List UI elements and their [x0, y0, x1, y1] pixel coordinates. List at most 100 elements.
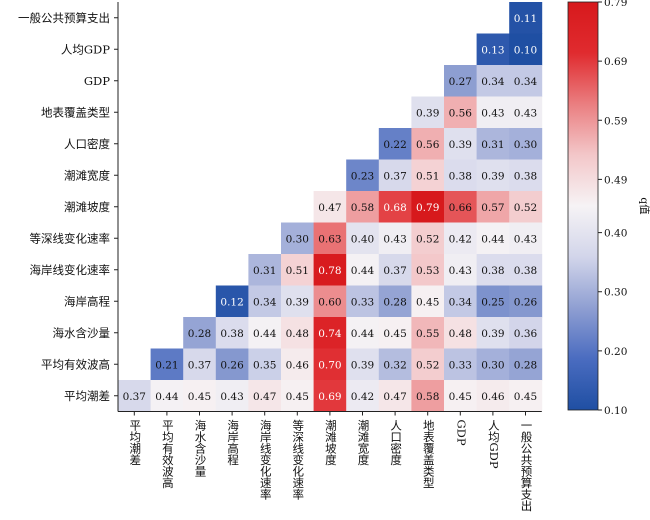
heatmap-cell: [346, 222, 380, 255]
heatmap-cell: [444, 159, 477, 192]
x-tick-label: 海水含沙量: [194, 419, 208, 477]
cell-value-label: 0.58: [416, 391, 439, 403]
x-tick-label: GDP: [454, 420, 468, 446]
heatmap-cell: [476, 317, 510, 349]
heatmap-cell: [313, 254, 347, 286]
cell-value-label: 0.28: [514, 359, 537, 371]
heatmap-cell: [476, 128, 510, 160]
heatmap-cell: [509, 222, 543, 255]
heatmap-cell: [509, 33, 543, 66]
heatmap-cell: [346, 159, 380, 192]
heatmap-cell: [476, 96, 510, 129]
heatmap-cell: [215, 285, 249, 318]
heatmap-cell: [509, 2, 543, 34]
heatmap-axes: 一般公共预算支出人均GDPGDP地表覆盖类型人口密度潮滩宽度潮滩坡度等深线变化速…: [18, 2, 542, 512]
heatmap-cell: [183, 348, 217, 381]
cell-value-label: 0.63: [318, 233, 341, 245]
colorbar-tick-label: 0.30: [604, 287, 627, 299]
colorbar-tick-label: 0.49: [604, 174, 627, 186]
cell-value-label: 0.38: [449, 170, 472, 182]
cell-value-label: 0.44: [253, 328, 277, 340]
y-tick-label: 平均潮差: [64, 389, 110, 403]
heatmap-cell: [378, 348, 412, 381]
cell-value-label: 0.52: [514, 202, 537, 214]
heatmap-cell: [509, 317, 543, 349]
heatmap-cell: [509, 96, 543, 129]
heatmap-cell: [411, 159, 445, 192]
heatmap-cell: [444, 128, 477, 160]
cell-value-label: 0.31: [481, 139, 504, 151]
heatmap-cell: [215, 380, 249, 412]
cell-value-label: 0.55: [416, 328, 439, 340]
cell-value-label: 0.37: [383, 265, 406, 277]
cell-value-label: 0.43: [449, 265, 472, 277]
heatmap-cell: [444, 65, 477, 97]
y-tick-label: 地表覆盖类型: [41, 105, 110, 119]
heatmap-cell: [215, 317, 249, 349]
heatmap-cell: [346, 380, 380, 412]
colorbar-tick-label: 0.40: [604, 228, 627, 240]
cell-value-label: 0.38: [514, 170, 537, 182]
cell-value-label: 0.43: [383, 233, 406, 245]
cell-value-label: 0.51: [416, 170, 439, 182]
cell-value-label: 0.31: [253, 265, 276, 277]
colorbar-tick-label: 0.20: [604, 346, 627, 358]
cell-value-label: 0.66: [449, 202, 473, 214]
heatmap-cell: [476, 348, 510, 381]
y-tick-label: 平均有效波高: [41, 357, 110, 371]
heatmap-cell: [281, 380, 314, 412]
cell-value-label: 0.34: [449, 296, 473, 308]
y-tick-label: 人口密度: [64, 137, 110, 151]
heatmap-cell: [183, 317, 217, 349]
cell-value-label: 0.45: [383, 328, 406, 340]
heatmap-cell: [281, 254, 314, 286]
cell-value-label: 0.36: [514, 328, 538, 340]
heatmap-cell: [476, 254, 510, 286]
heatmap-cell: [346, 191, 380, 223]
cell-value-label: 0.37: [123, 391, 146, 403]
heatmap-cell: [509, 348, 543, 381]
heatmap-cell: [444, 191, 477, 223]
cell-value-label: 0.21: [155, 359, 178, 371]
cell-value-label: 0.30: [286, 233, 309, 245]
y-tick-label: 人均GDP: [61, 42, 110, 56]
y-tick-label: 一般公共预算支出: [18, 11, 110, 25]
cell-value-label: 0.68: [383, 202, 406, 214]
heatmap-cell: [476, 33, 510, 66]
heatmap-cell: [378, 254, 412, 286]
heatmap-cell: [444, 96, 477, 129]
colorbar-tick-label: 0.10: [604, 405, 627, 417]
x-tick-label: 潮滩宽度: [357, 419, 371, 467]
heatmap-cell: [150, 380, 184, 412]
x-tick-label: 人口密度: [389, 420, 403, 467]
heatmap-cell: [248, 254, 282, 286]
cell-value-label: 0.43: [481, 107, 504, 119]
heatmap-cell: [313, 380, 347, 412]
y-tick-label: GDP: [84, 74, 110, 88]
cell-value-label: 0.39: [351, 359, 374, 371]
heatmap-cell: [509, 191, 543, 223]
heatmap-cell: [476, 380, 510, 412]
heatmap-cell: [411, 348, 445, 381]
heatmap-cell: [346, 317, 380, 349]
cell-value-label: 0.46: [286, 359, 310, 371]
cell-value-label: 0.13: [481, 44, 504, 56]
cell-value-label: 0.23: [351, 170, 374, 182]
cell-value-label: 0.26: [220, 359, 244, 371]
cell-value-label: 0.45: [416, 296, 439, 308]
y-tick-label: 潮滩坡度: [64, 200, 110, 214]
cell-value-label: 0.22: [383, 139, 406, 151]
heatmap-cell: [476, 191, 510, 223]
cell-value-label: 0.34: [481, 76, 505, 88]
cell-value-label: 0.44: [351, 265, 375, 277]
cell-value-label: 0.44: [351, 328, 375, 340]
heatmap-cell: [281, 348, 314, 381]
heatmap-cell: [476, 285, 510, 318]
y-tick-label: 海岸高程: [64, 294, 110, 308]
cell-value-label: 0.52: [416, 359, 439, 371]
heatmap-cell: [411, 96, 445, 129]
cell-value-label: 0.79: [416, 202, 439, 214]
heatmap-cell: [346, 285, 380, 318]
cell-value-label: 0.44: [155, 391, 179, 403]
